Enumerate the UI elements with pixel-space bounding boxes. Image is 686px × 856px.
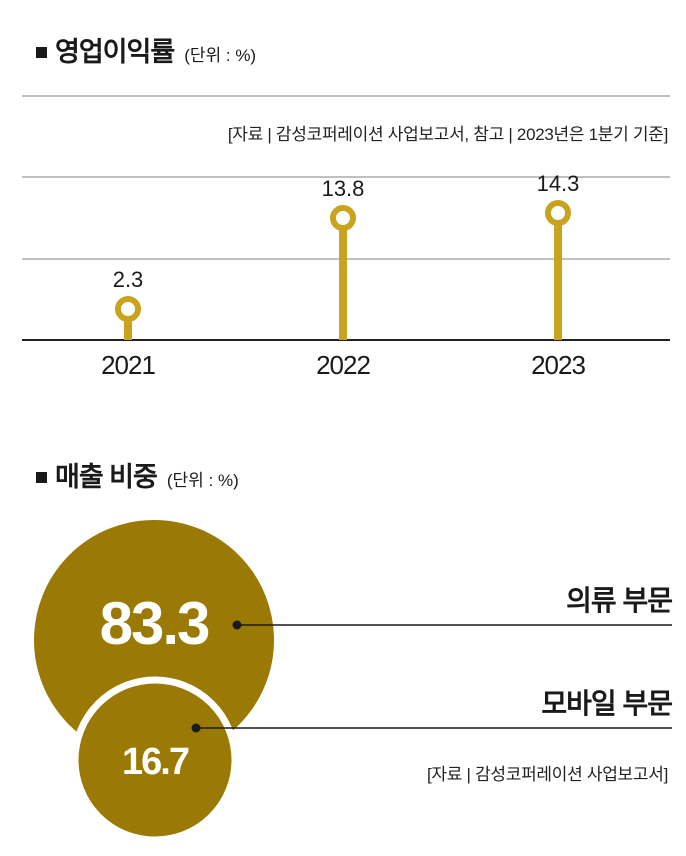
value-label: 13.8 xyxy=(322,176,365,201)
value-label: 14.3 xyxy=(537,171,580,196)
category-label: 의류 부문 xyxy=(566,585,672,616)
lollipop-head xyxy=(330,205,356,231)
x-tick-label: 2022 xyxy=(316,350,370,380)
square-bullet-icon xyxy=(36,47,47,58)
sales-share-unit: (단위 : %) xyxy=(166,471,239,490)
category-label: 모바일 부문 xyxy=(541,688,672,719)
operating-margin-unit: (단위 : %) xyxy=(184,46,257,65)
leader-dot xyxy=(191,723,201,733)
value-label: 83.3 xyxy=(100,590,209,657)
square-bullet-icon xyxy=(36,472,47,483)
bubble-mobile xyxy=(71,676,239,844)
lollipop-head xyxy=(115,296,141,322)
operating-margin-source: [자료 | 감성코퍼레이션 사업보고서, 참고 | 2023년은 1분기 기준] xyxy=(227,125,668,144)
x-tick-label: 2023 xyxy=(531,350,585,380)
lollipop-head xyxy=(545,200,571,226)
value-label: 2.3 xyxy=(113,267,144,292)
sales-share-title-text: 매출 비중 xyxy=(55,462,158,492)
value-label: 16.7 xyxy=(122,741,189,783)
operating-margin-title: 영업이익률 (단위 : %) xyxy=(36,30,256,69)
sales-share-title: 매출 비중 (단위 : %) xyxy=(36,455,239,494)
x-tick-label: 2021 xyxy=(101,350,155,380)
operating-margin-chart: 2.3 2021 13.8 2022 14.3 2023 xyxy=(22,95,670,380)
sales-share-source: [자료 | 감성코퍼레이션 사업보고서] xyxy=(427,765,668,784)
leader-dot xyxy=(232,620,242,630)
operating-margin-title-text: 영업이익률 xyxy=(55,37,175,67)
